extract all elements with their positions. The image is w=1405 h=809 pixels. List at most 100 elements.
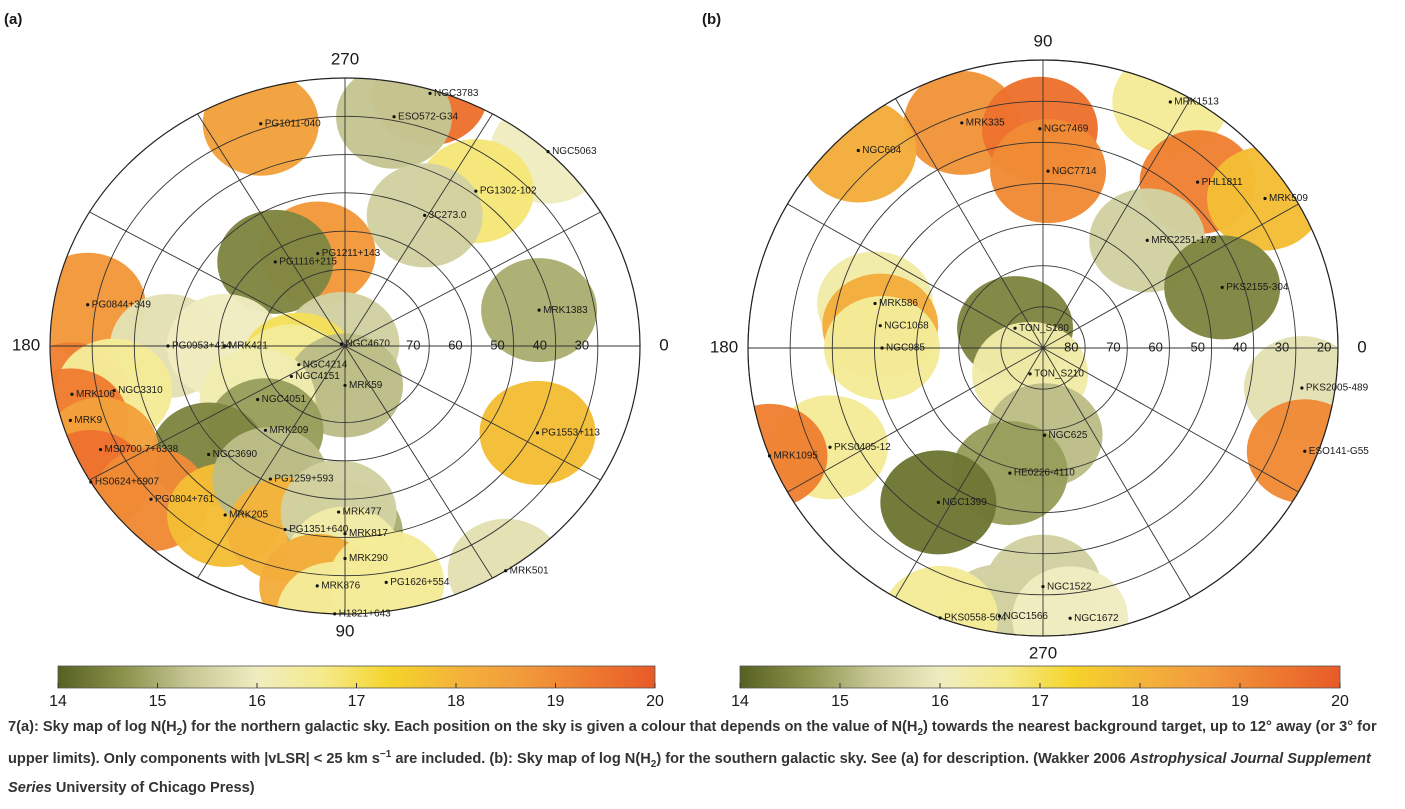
source-dot (112, 388, 116, 393)
grid-spoke (344, 345, 601, 481)
source-label: MRK421 (229, 341, 268, 352)
ring-label: -60 (1144, 339, 1163, 354)
source-dot (259, 122, 263, 126)
grid-spoke (197, 345, 346, 579)
ring-label: -40 (1228, 339, 1247, 354)
source-dot (98, 447, 103, 452)
source-dot (339, 342, 344, 346)
source-dot (474, 189, 478, 193)
source-dot (828, 445, 832, 449)
source-label: TON_S210 (1034, 369, 1084, 380)
grid-spoke (787, 203, 1044, 349)
caption-text: ) for the southern galactic sky. See (a)… (656, 751, 1130, 768)
source-dot (166, 344, 170, 348)
caption-text: −1 (379, 749, 392, 761)
source-dot (337, 510, 341, 514)
colorbar-tick-label: 20 (646, 693, 664, 710)
grid-spoke (89, 211, 346, 347)
ring-label: 40 (532, 337, 546, 352)
source-label: NGC4214 (303, 359, 348, 370)
source-dot (343, 383, 347, 388)
grid-spoke (344, 113, 493, 347)
source-dot (1195, 180, 1200, 184)
source-dot (537, 308, 541, 312)
source-dot (938, 616, 942, 620)
colorbar-tick-label: 14 (731, 693, 749, 710)
source-dot (767, 454, 772, 458)
source-label: NGC5063 (552, 146, 597, 157)
source-label: PG1259+593 (274, 474, 334, 485)
source-dot (423, 213, 427, 218)
source-dot (535, 431, 540, 435)
source-dot (89, 480, 93, 484)
grid-spoke (1042, 203, 1299, 349)
source-label: HS0624+6907 (95, 477, 160, 488)
source-dot (878, 324, 882, 328)
figure: (a)70 60 50 40 30 090180270NGC3783ESO572-G34N… (4, 11, 1369, 710)
source-dot (223, 344, 227, 348)
source-label: PG0844+349 (92, 299, 152, 310)
source-dot (149, 497, 153, 501)
source-label: MRK1513 (1174, 97, 1219, 108)
longitude-label: 90 (336, 621, 355, 640)
map-outline (49, 77, 641, 615)
source-label: NGC4670 (345, 339, 390, 350)
source-dot (1168, 100, 1172, 104)
colorbar-tick-label: 16 (248, 693, 266, 710)
longitude-label: 270 (331, 49, 359, 68)
source-label: NGC604 (862, 145, 901, 156)
source-dot (1013, 326, 1017, 330)
source-dot (1145, 238, 1149, 242)
source-label: NGC3310 (118, 385, 163, 396)
source-label: PG1011-040 (265, 118, 321, 129)
source-dot (1263, 196, 1267, 201)
source-label: 3C273.0 (429, 210, 467, 221)
grid-spoke (787, 347, 1044, 493)
colorbar-tick-label: 18 (1131, 693, 1149, 710)
source-dot (1303, 449, 1307, 453)
source-label: PKS0558-504 (944, 613, 1007, 624)
source-label: PG1116+215 (279, 257, 337, 268)
source-dot (856, 148, 860, 153)
source-label: NGC625 (1049, 430, 1088, 441)
ring-label: -70 (1102, 339, 1121, 354)
colorbar-tick-label: 19 (1231, 693, 1249, 710)
longitude-label: 0 (1357, 337, 1366, 356)
caption-text: 2 (917, 726, 923, 738)
ring-label: -80 (1060, 339, 1079, 354)
caption-text: Astrophysical Journal Supplement Series (8, 751, 1371, 796)
caption-text: 2 (650, 759, 657, 771)
source-dot (1046, 169, 1050, 173)
source-label: MRK509 (1269, 193, 1308, 204)
source-dot (873, 301, 877, 306)
colorbar-tick-label: 19 (547, 693, 565, 710)
caption-text: ) towards the nearest background target,… (8, 719, 1377, 768)
grid-spoke (344, 345, 493, 579)
source-dot (1220, 285, 1224, 290)
caption-text: 7(a): Sky map of log N(H (8, 719, 177, 735)
longitude-label: 270 (1029, 643, 1057, 662)
source-dot (207, 452, 211, 457)
source-label: TON_S180 (1019, 323, 1069, 334)
source-dot (936, 500, 940, 504)
caption-text: are included. (b): Sky map of log N(H (391, 751, 651, 768)
colorbar-tick-label: 17 (348, 693, 366, 710)
source-dot (68, 418, 72, 422)
longitude-label: 90 (1034, 31, 1053, 50)
source-label: MRK205 (229, 510, 268, 521)
grid-spoke (1042, 347, 1191, 598)
source-dot (343, 532, 347, 536)
source-dot (223, 513, 227, 517)
source-dot (343, 556, 347, 561)
source-label: NGC3690 (213, 449, 258, 460)
source-dot (1028, 372, 1032, 376)
source-label: MRK586 (879, 298, 918, 309)
source-label: MRK817 (349, 528, 388, 539)
ring-label: -30 (1270, 339, 1289, 354)
source-dot (1008, 471, 1012, 475)
source-dot (289, 374, 293, 379)
grid-spoke (89, 345, 346, 481)
colorbar-tick-label: 14 (49, 693, 67, 710)
source-dot (997, 614, 1002, 618)
